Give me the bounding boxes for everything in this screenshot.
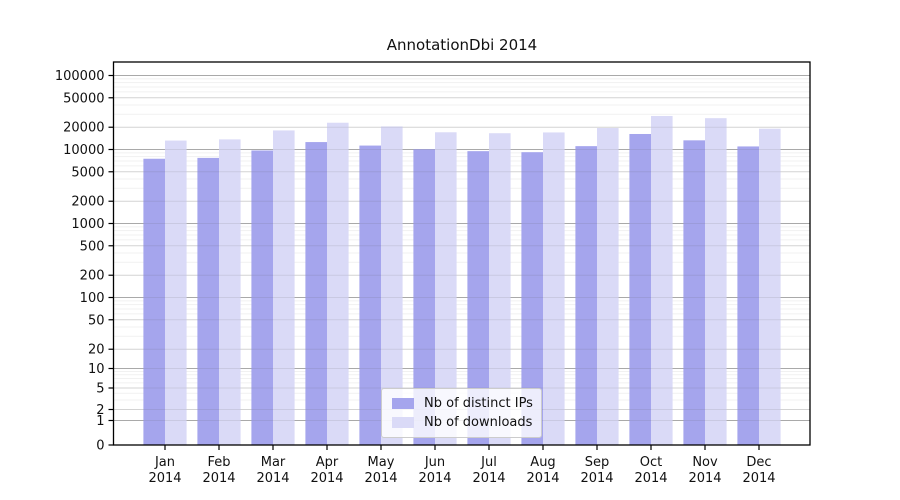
- x-tick-label-jun: Jun 2014: [418, 455, 451, 486]
- bars-distinct-ips: [143, 133, 759, 446]
- bar-dl-nov: [705, 118, 727, 445]
- legend: Nb of distinct IPs Nb of downloads: [381, 388, 542, 438]
- x-tick-label-may: May 2014: [364, 455, 397, 486]
- bar-ips-jul: [467, 151, 489, 446]
- y-tick-label-100000: 100000: [55, 69, 105, 84]
- y-tick-label-5: 5: [96, 382, 104, 397]
- x-tick-label-aug: Aug 2014: [526, 455, 559, 486]
- bar-dl-jan: [165, 140, 187, 446]
- bar-ips-apr: [305, 142, 327, 446]
- bar-dl-apr: [327, 122, 349, 445]
- bar-ips-jun: [413, 149, 435, 445]
- legend-label-distinct-ips: Nb of distinct IPs: [424, 396, 533, 412]
- bar-ips-dec: [737, 146, 759, 445]
- legend-item-downloads: Nb of downloads: [392, 414, 533, 430]
- x-tick-label-nov: Nov 2014: [688, 455, 721, 486]
- bar-dl-feb: [219, 139, 241, 445]
- x-tick-label-apr: Apr 2014: [310, 455, 343, 486]
- bars-downloads: [165, 115, 781, 446]
- bar-dl-oct: [651, 115, 673, 446]
- y-tick-label-20000: 20000: [63, 121, 104, 136]
- legend-swatch-distinct-ips: [392, 398, 414, 410]
- y-tick-label-2: 2: [96, 403, 104, 418]
- x-tick-label-jan: Jan 2014: [148, 455, 181, 486]
- bar-ips-nov: [683, 140, 705, 446]
- bar-ips-aug: [521, 152, 543, 446]
- bar-ips-may: [359, 145, 381, 445]
- bar-dl-jun: [435, 132, 457, 445]
- x-axis: Jan 2014 Feb 2014 Mar 2014 Apr 2014 May 2014 Jun 20…: [148, 445, 776, 486]
- y-tick-label-1000: 1000: [71, 217, 104, 232]
- y-tick-label-2000: 2000: [71, 195, 104, 210]
- y-tick-label-100: 100: [80, 291, 105, 306]
- bar-ips-jan: [143, 158, 165, 445]
- x-tick-label-mar: Mar 2014: [256, 455, 289, 486]
- bar-ips-feb: [197, 157, 219, 445]
- y-tick-label-1: 1: [96, 414, 104, 429]
- bar-dl-sep: [597, 128, 619, 445]
- y-tick-label-0: 0: [96, 439, 104, 454]
- bar-dl-may: [381, 126, 403, 446]
- y-axis: 1000005000020000100005000200010005002001…: [55, 69, 114, 454]
- x-tick-label-sep: Sep 2014: [580, 455, 613, 486]
- y-tick-label-10: 10: [88, 362, 105, 377]
- bar-ips-sep: [575, 146, 597, 445]
- x-tick-label-dec: Dec 2014: [742, 455, 775, 486]
- y-tick-label-5000: 5000: [71, 165, 104, 180]
- y-tick-label-20: 20: [88, 343, 105, 358]
- bar-ips-mar: [251, 150, 273, 446]
- x-tick-label-jul: Jul 2014: [472, 455, 505, 486]
- bar-dl-jul: [489, 133, 511, 445]
- legend-item-distinct-ips: Nb of distinct IPs: [392, 396, 533, 412]
- x-tick-label-oct: Oct 2014: [634, 455, 667, 486]
- y-tick-label-50000: 50000: [63, 91, 104, 106]
- y-tick-label-200: 200: [80, 269, 105, 284]
- bar-dl-aug: [543, 132, 565, 445]
- y-tick-label-50: 50: [88, 313, 105, 328]
- y-tick-label-10000: 10000: [63, 143, 104, 158]
- chart-title: AnnotationDbi 2014: [386, 36, 538, 54]
- bar-ips-oct: [629, 133, 651, 445]
- y-tick-label-500: 500: [80, 239, 105, 254]
- axes-spines: [112, 61, 811, 446]
- bar-dl-dec: [759, 128, 781, 445]
- legend-swatch-downloads: [392, 416, 414, 428]
- x-tick-label-feb: Feb 2014: [202, 455, 235, 486]
- legend-label-downloads: Nb of downloads: [424, 414, 533, 430]
- bar-dl-mar: [273, 130, 295, 446]
